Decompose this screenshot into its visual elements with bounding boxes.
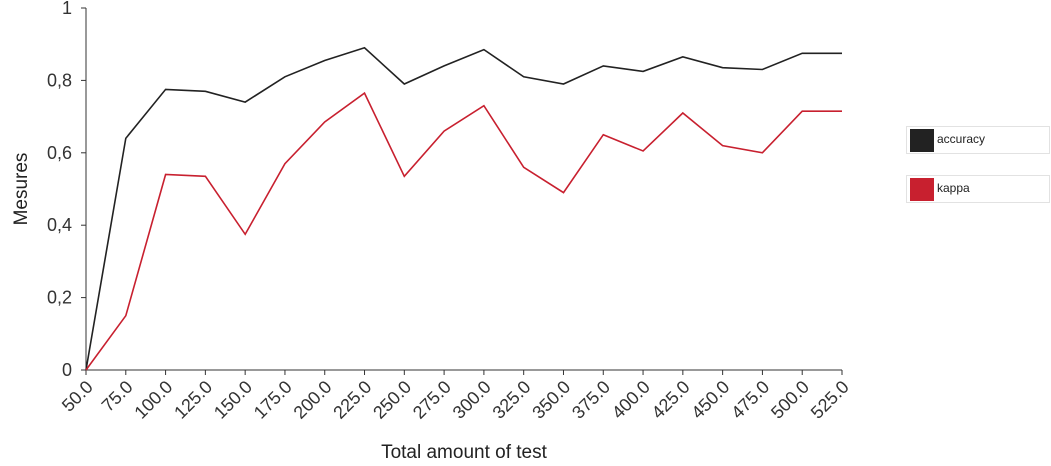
x-tick-label: 250.0	[369, 377, 415, 423]
x-tick-label: 325.0	[489, 377, 535, 423]
legend-label: accuracy	[937, 132, 986, 146]
x-tick-label: 450.0	[687, 377, 733, 423]
y-tick-label: 0,6	[47, 143, 72, 163]
series-line-accuracy	[85, 46, 842, 371]
x-tick-label: 275.0	[409, 377, 455, 423]
x-tick-label: 200.0	[290, 377, 336, 423]
x-tick-label: 225.0	[329, 377, 375, 423]
legend-swatch	[910, 178, 934, 201]
x-tick-label: 150.0	[210, 377, 256, 423]
x-tick-label: 500.0	[767, 377, 813, 423]
x-tick-label: 400.0	[608, 377, 654, 423]
x-axis-label: Total amount of test	[381, 442, 548, 463]
legend-item-accuracy: accuracy	[906, 126, 1050, 154]
x-tick-label: 125.0	[170, 377, 216, 423]
x-tick-label: 375.0	[568, 377, 614, 423]
y-tick-label: 0,8	[47, 70, 72, 90]
y-axis-label: Mesures	[11, 153, 32, 226]
x-tick-label: 175.0	[250, 377, 296, 423]
y-tick-label: 0,4	[47, 215, 72, 235]
y-tick-label: 0,2	[47, 288, 72, 308]
y-tick-label: 0	[62, 360, 72, 380]
legend-label: kappa	[937, 181, 970, 195]
x-tick-label: 300.0	[449, 377, 495, 423]
x-tick-label: 50.0	[58, 377, 97, 416]
x-tick-label: 525.0	[807, 377, 853, 423]
legend-swatch	[910, 129, 934, 152]
x-tick-label: 350.0	[528, 377, 574, 423]
series-line-kappa	[85, 91, 842, 371]
x-tick-label: 100.0	[130, 377, 176, 423]
x-tick-label: 475.0	[727, 377, 773, 423]
x-tick-label: 425.0	[648, 377, 694, 423]
y-tick-label: 1	[62, 0, 72, 18]
legend-item-kappa: kappa	[906, 175, 1050, 203]
